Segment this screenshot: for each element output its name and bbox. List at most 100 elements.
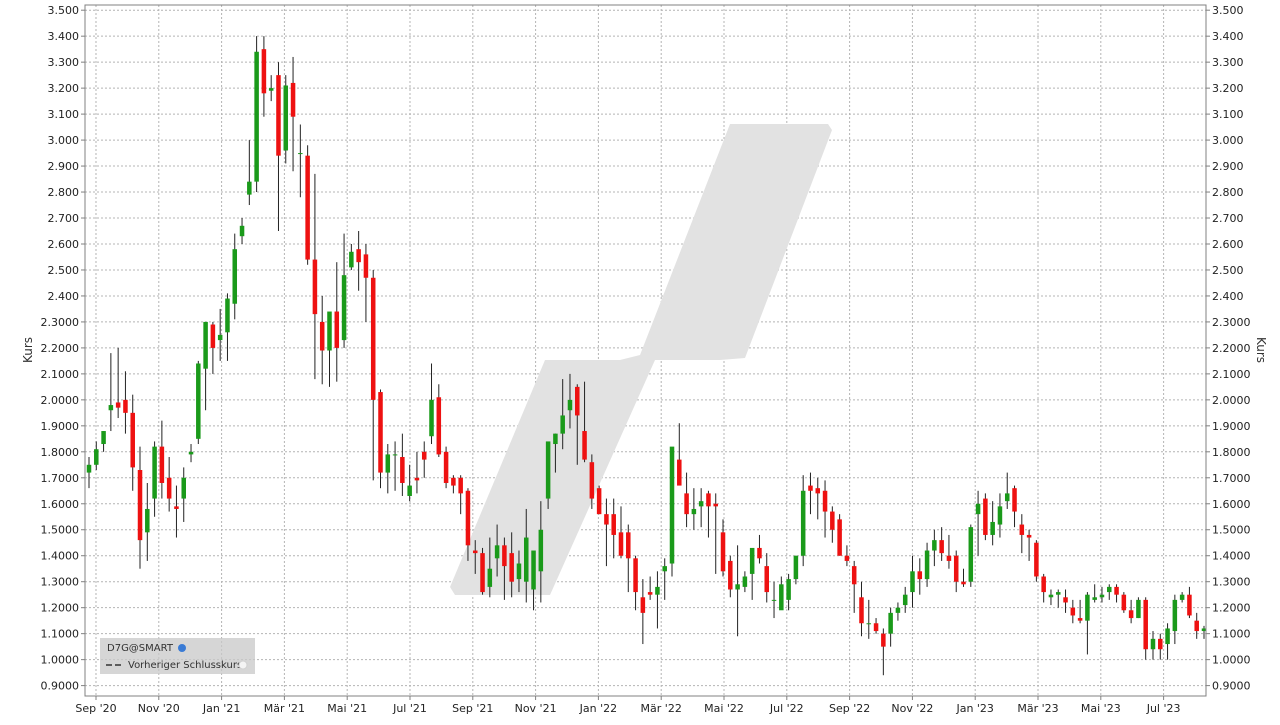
candle-body-up — [1179, 594, 1185, 600]
y-tick-label-right: 1.1000 — [1212, 628, 1251, 641]
candle-body-down — [115, 402, 121, 408]
candle-body-down — [1063, 597, 1068, 603]
candle-body-down — [130, 412, 135, 468]
candle — [1034, 540, 1039, 582]
candle-body-down — [421, 451, 427, 460]
y-tick-label-right: 1.0000 — [1212, 654, 1251, 667]
candle-body-up — [203, 321, 208, 369]
candle-body-down — [1070, 607, 1076, 616]
candle — [749, 547, 755, 600]
candle-body-down — [633, 558, 638, 593]
candle-body-up — [407, 485, 412, 496]
y-tick-label-left: 2.3000 — [41, 316, 80, 329]
candle — [1099, 586, 1105, 603]
candle — [881, 628, 886, 676]
y-tick-label-right: 1.6000 — [1212, 498, 1251, 511]
legend-symbol: D7G@SMART — [107, 643, 174, 654]
candle — [421, 441, 427, 478]
axis-layer: 0.9000 0.9000 1.0000 1.0000 1.1000 1.1000 1.20… — [41, 4, 1251, 715]
candle-body-up — [494, 545, 500, 559]
candle — [458, 475, 463, 515]
candle — [1012, 485, 1017, 528]
x-tick-label: Mär '22 — [641, 702, 682, 715]
legend-toggle-icon[interactable] — [238, 660, 248, 670]
y-tick-label-right: 2.400 — [1212, 290, 1244, 303]
candle — [1077, 599, 1083, 624]
candle-body-up — [239, 225, 245, 237]
candle-body-up — [968, 527, 974, 582]
candle — [1201, 625, 1207, 639]
candle — [968, 524, 974, 587]
y-tick-label-left: 0.9000 — [41, 680, 80, 693]
candle — [523, 508, 529, 603]
y-tick-label-left: 2.800 — [48, 186, 80, 199]
candle-body-down — [1026, 534, 1032, 538]
candle — [319, 295, 325, 385]
candle-body-down — [1114, 586, 1119, 595]
candle — [1179, 592, 1185, 603]
candle-body-up — [1150, 638, 1156, 650]
candle — [203, 321, 208, 411]
candle — [312, 173, 318, 380]
candle-body-up — [225, 298, 230, 333]
candle — [851, 560, 857, 613]
plot-frame — [84, 4, 1207, 697]
candle-body-down — [166, 477, 172, 499]
y-axis-label-right: Kurs — [1254, 337, 1268, 363]
candle-body-up — [1055, 592, 1061, 595]
y-tick-label-right: 1.2000 — [1212, 602, 1251, 615]
candle — [159, 420, 165, 499]
candle — [1194, 612, 1199, 639]
candle — [822, 480, 828, 538]
x-tick-label: Mär '23 — [1017, 702, 1058, 715]
candle-body-up — [990, 521, 995, 535]
candle — [873, 618, 879, 634]
candle — [560, 379, 565, 450]
y-tick-label-right: 2.3000 — [1212, 316, 1251, 329]
candle-body-down — [764, 566, 770, 593]
globe-icon — [178, 644, 186, 652]
candle-body-down — [640, 597, 646, 613]
candle — [166, 457, 172, 512]
candle — [261, 36, 267, 117]
candle — [1136, 597, 1141, 619]
candle-body-up — [655, 586, 660, 595]
candle — [487, 537, 493, 598]
candle-body-down — [363, 254, 369, 278]
candle — [1158, 633, 1163, 660]
candle-body-up — [545, 441, 551, 499]
candle-body-down — [472, 550, 478, 554]
candle — [341, 233, 347, 348]
candle — [626, 524, 631, 593]
grid-layer — [85, 5, 1206, 696]
y-tick-label-left: 2.2000 — [41, 342, 80, 355]
y-tick-label-right: 1.9000 — [1212, 420, 1251, 433]
y-tick-label-right: 1.8000 — [1212, 446, 1251, 459]
candle-body-down — [290, 82, 296, 117]
candle-body-down — [859, 597, 864, 624]
candle — [640, 579, 646, 645]
candle — [713, 493, 718, 574]
candle-body-down — [159, 446, 165, 483]
candle-body-up — [560, 415, 565, 434]
candle-body-up — [742, 576, 748, 587]
candle-body-up — [283, 85, 289, 151]
candle — [414, 451, 420, 494]
candle — [895, 602, 901, 621]
candle-body-down — [312, 259, 318, 315]
candle-body-up — [888, 612, 893, 634]
candle-body-down — [1041, 576, 1046, 593]
y-tick-label-left: 1.2000 — [41, 602, 80, 615]
y-tick-label-left: 2.900 — [48, 160, 80, 173]
candle — [575, 384, 580, 465]
y-tick-label-right: 2.900 — [1212, 160, 1244, 173]
candle — [764, 553, 770, 603]
candle-body-down — [400, 457, 405, 483]
candle-body-down — [611, 514, 616, 535]
y-tick-label-left: 1.0000 — [41, 654, 80, 667]
candle-body-up — [531, 550, 536, 590]
y-tick-label-left: 3.100 — [48, 108, 80, 121]
y-tick-label-right: 3.400 — [1212, 30, 1244, 43]
candle — [108, 353, 114, 432]
candle — [509, 532, 514, 598]
